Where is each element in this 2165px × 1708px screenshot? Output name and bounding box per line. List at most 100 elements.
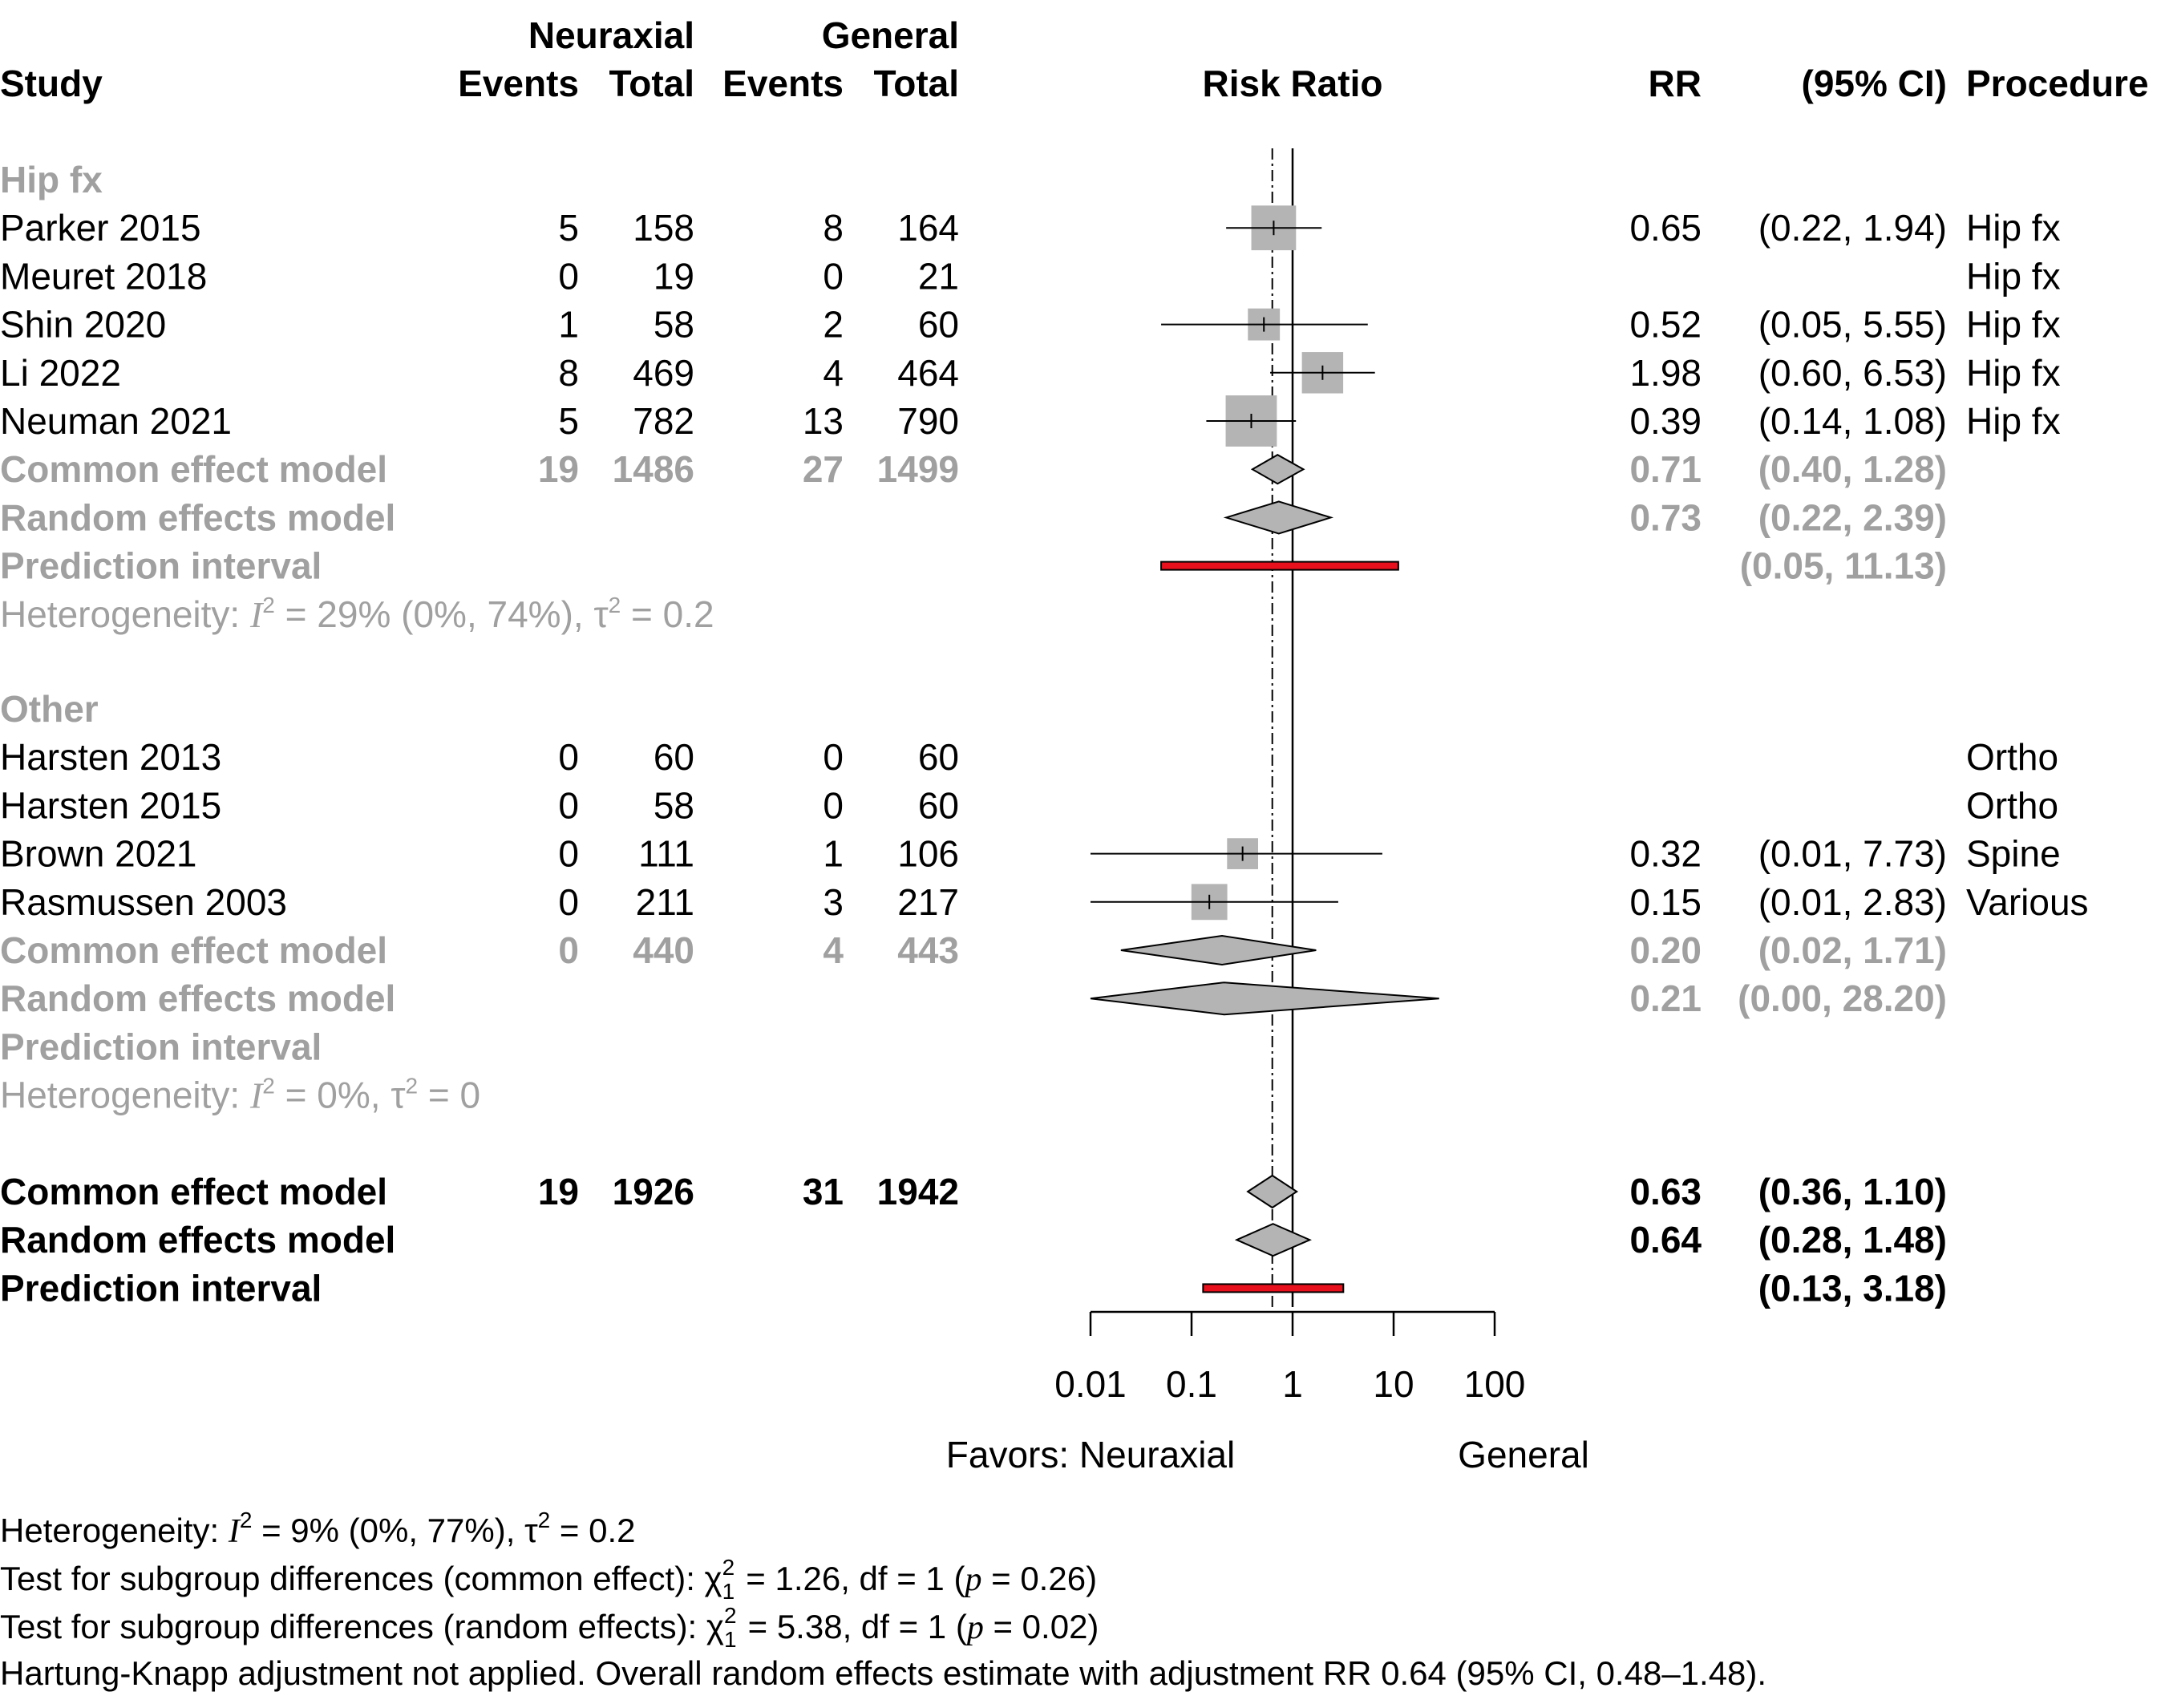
subgroup-1-common-events-general: 27 <box>803 448 844 490</box>
overall-common-label: Common effect model <box>0 1171 387 1212</box>
favors-left-label: Favors: Neuraxial <box>946 1434 1235 1475</box>
overall-common-diamond <box>1246 1174 1299 1209</box>
header-ci: (95% CI) <box>1802 63 1947 104</box>
subgroup-2-study-1-procedure: Ortho <box>1966 736 2058 778</box>
subgroup-2-common-label: Common effect model <box>0 929 387 971</box>
subgroup-2-study-1-total-general: 60 <box>918 736 959 778</box>
subgroup-2-common-events-neuraxial: 0 <box>558 929 579 971</box>
subgroup-2-random-label: Random effects model <box>0 977 395 1019</box>
overall-common-events-general: 31 <box>803 1171 844 1212</box>
subgroup-1-common-diamond <box>1250 454 1305 485</box>
favors-right-label: General <box>1458 1434 1589 1475</box>
overall-random-ci-value: (0.28, 1.48) <box>1758 1219 1947 1261</box>
subgroup-1-common-events-neuraxial: 19 <box>538 448 579 490</box>
subgroup-1-study-4-rr-value: 1.98 <box>1629 352 1702 394</box>
subgroup-1-study-3-events-neuraxial: 1 <box>558 304 579 346</box>
subgroup-1-study-5-total-neuraxial: 782 <box>633 400 694 442</box>
overall-common-events-neuraxial: 19 <box>538 1171 579 1212</box>
subgroup-2-study-4-events-general: 3 <box>823 881 844 923</box>
header-events-neuraxial: Events <box>458 63 579 104</box>
subgroup-1-study-5-events-general: 13 <box>803 400 844 442</box>
header-study: Study <box>0 63 103 104</box>
subgroup-1-random-rr-value: 0.73 <box>1629 496 1702 538</box>
subgroup-1-study-4-total-neuraxial: 469 <box>633 352 694 394</box>
x-axis-tick-label-2: 0.1 <box>1166 1363 1217 1405</box>
header-total-general: Total <box>874 63 959 104</box>
subgroup-1-study-5-rr-value: 0.39 <box>1629 400 1702 442</box>
subgroup-2-study-2-total-neuraxial: 58 <box>654 784 694 826</box>
header-group-neuraxial: Neuraxial <box>528 14 694 56</box>
header-procedure: Procedure <box>1966 63 2149 104</box>
subgroup-2-study-2-total-general: 60 <box>918 784 959 826</box>
subgroup-1-study-1-procedure: Hip fx <box>1966 207 2061 249</box>
subgroup-2-study-3-name: Brown 2021 <box>0 833 197 875</box>
subgroup-2-study-1-events-neuraxial: 0 <box>558 736 579 778</box>
subgroup-2-study-3-events-general: 1 <box>823 833 844 875</box>
overall-common-total-neuraxial: 1926 <box>613 1171 694 1212</box>
subgroup-1-study-4-events-neuraxial: 8 <box>558 352 579 394</box>
subgroup-2-study-2-events-neuraxial: 0 <box>558 784 579 826</box>
x-axis-tick-label-3: 1 <box>1282 1363 1303 1405</box>
subgroup-2-study-1-events-general: 0 <box>823 736 844 778</box>
subgroup-2-study-1-name: Harsten 2013 <box>0 736 221 778</box>
subgroup-1-common-total-neuraxial: 1486 <box>613 448 694 490</box>
subgroup-1-study-1-total-neuraxial: 158 <box>633 207 694 249</box>
subgroup-2-study-3-rr-value: 0.32 <box>1629 833 1702 875</box>
header-total-neuraxial: Total <box>609 63 694 104</box>
subgroup-1-study-3-events-general: 2 <box>823 304 844 346</box>
header-group-general: General <box>822 14 959 56</box>
subgroup-1-random-ci-value: (0.22, 2.39) <box>1758 496 1947 538</box>
subgroup-1-study-4-events-general: 4 <box>823 352 844 394</box>
subgroup-2-study-2-procedure: Ortho <box>1966 784 2058 826</box>
subgroup-1-study-4-ci-value: (0.60, 6.53) <box>1758 352 1947 394</box>
subgroup-test-random-footnote: Test for subgroup differences (random ef… <box>0 1603 1099 1652</box>
subgroup-1-study-5-ci-value: (0.14, 1.08) <box>1758 400 1947 442</box>
subgroup-2-heterogeneity: Heterogeneity: I2 = 0%, τ2 = 0 <box>0 1074 480 1116</box>
subgroup-1-study-2-total-neuraxial: 19 <box>654 255 694 297</box>
subgroup-1-study-5-events-neuraxial: 5 <box>558 400 579 442</box>
subgroup-2-study-4-name: Rasmussen 2003 <box>0 881 287 923</box>
subgroup-2-study-4-total-neuraxial: 211 <box>636 881 694 923</box>
subgroup-1-study-5-name: Neuman 2021 <box>0 400 232 442</box>
subgroup-1-study-2-name: Meuret 2018 <box>0 255 207 297</box>
header-rr: RR <box>1649 63 1702 104</box>
subgroup-1-common-rr-value: 0.71 <box>1629 448 1702 490</box>
subgroup-1-study-5-procedure: Hip fx <box>1966 400 2061 442</box>
subgroup-1-common-label: Common effect model <box>0 448 387 490</box>
subgroup-1-study-2-events-general: 0 <box>823 255 844 297</box>
subgroup-1-random-diamond <box>1223 500 1334 535</box>
subgroup-2-common-total-general: 443 <box>897 929 959 971</box>
subgroup-1-random-label: Random effects model <box>0 496 395 538</box>
subgroup-2-common-rr-value: 0.20 <box>1629 929 1702 971</box>
subgroup-1-label: Hip fx <box>0 159 103 200</box>
subgroup-2-study-2-name: Harsten 2015 <box>0 784 221 826</box>
subgroup-1-prediction-label: Prediction interval <box>0 545 322 587</box>
overall-common-total-general: 1942 <box>877 1171 959 1212</box>
subgroup-2-study-1-total-neuraxial: 60 <box>654 736 694 778</box>
subgroup-1-study-3-total-general: 60 <box>918 304 959 346</box>
subgroup-2-study-2-events-general: 0 <box>823 784 844 826</box>
subgroup-2-study-4-procedure: Various <box>1966 881 2089 923</box>
subgroup-2-random-ci-value: (0.00, 28.20) <box>1738 977 1947 1019</box>
subgroup-2-common-diamond <box>1120 934 1317 966</box>
subgroup-1-study-3-name: Shin 2020 <box>0 304 166 346</box>
overall-common-rr-value: 0.63 <box>1629 1171 1702 1212</box>
subgroup-2-study-3-total-neuraxial: 111 <box>638 833 694 875</box>
subgroup-1-study-2-events-neuraxial: 0 <box>558 255 579 297</box>
subgroup-1-study-1-total-general: 164 <box>897 207 959 249</box>
subgroup-2-common-total-neuraxial: 440 <box>633 929 694 971</box>
subgroup-2-study-4-ci-value: (0.01, 2.83) <box>1758 881 1947 923</box>
subgroup-1-common-total-general: 1499 <box>877 448 959 490</box>
subgroup-1-heterogeneity: Heterogeneity: I2 = 29% (0%, 74%), τ2 = … <box>0 593 714 635</box>
subgroup-1-study-5-total-general: 790 <box>897 400 959 442</box>
overall-common-ci-value: (0.36, 1.10) <box>1758 1171 1947 1212</box>
subgroup-1-prediction-ci: (0.05, 11.13) <box>1740 545 1947 587</box>
subgroup-1-study-1-ci-value: (0.22, 1.94) <box>1758 207 1947 249</box>
subgroup-2-study-3-procedure: Spine <box>1966 833 2061 875</box>
overall-prediction-label: Prediction interval <box>0 1267 322 1309</box>
subgroup-1-study-4-name: Li 2022 <box>0 352 121 394</box>
overall-random-label: Random effects model <box>0 1219 395 1261</box>
subgroup-2-study-3-ci-value: (0.01, 7.73) <box>1758 833 1947 875</box>
subgroup-1-study-4-total-general: 464 <box>897 352 959 394</box>
subgroup-2-random-rr-value: 0.21 <box>1629 977 1702 1019</box>
